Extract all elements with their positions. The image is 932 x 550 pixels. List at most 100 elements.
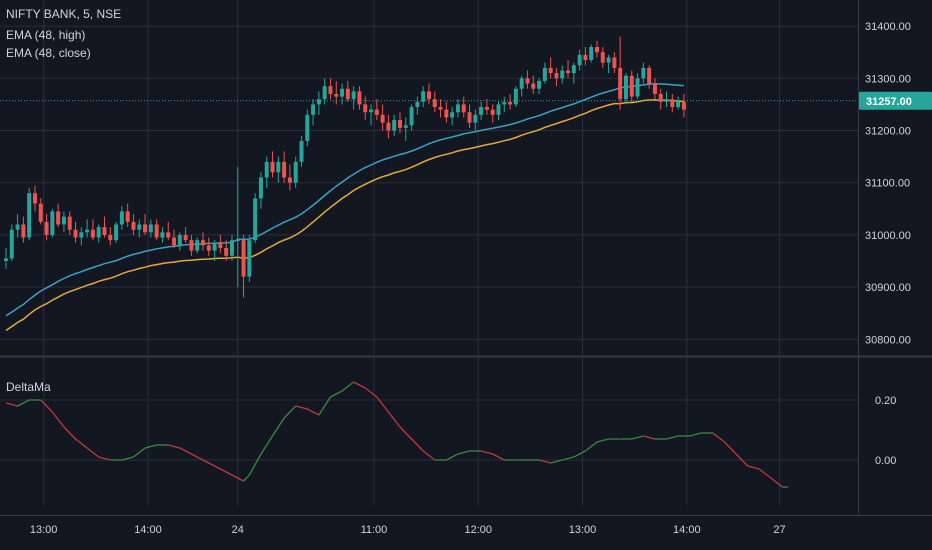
candle-body[interactable] bbox=[467, 112, 472, 123]
candle-body[interactable] bbox=[287, 177, 292, 183]
candle-body[interactable] bbox=[328, 86, 333, 94]
candle-body[interactable] bbox=[374, 109, 379, 115]
candle-body[interactable] bbox=[426, 91, 431, 100]
candle-body[interactable] bbox=[212, 242, 217, 251]
candle-body[interactable] bbox=[548, 67, 553, 74]
candle-body[interactable] bbox=[9, 229, 14, 259]
candle-body[interactable] bbox=[172, 237, 177, 246]
candle-body[interactable] bbox=[334, 93, 339, 97]
candle-body[interactable] bbox=[15, 224, 20, 230]
candle-body[interactable] bbox=[73, 229, 78, 238]
candle-body[interactable] bbox=[502, 101, 507, 105]
candle-body[interactable] bbox=[652, 83, 657, 94]
candle-body[interactable] bbox=[600, 52, 605, 63]
candle-body[interactable] bbox=[577, 54, 582, 66]
candle-body[interactable] bbox=[519, 78, 524, 89]
candle-body[interactable] bbox=[229, 240, 234, 256]
candle-body[interactable] bbox=[206, 245, 211, 251]
candle-body[interactable] bbox=[102, 227, 107, 235]
ema-high-legend[interactable]: EMA (48, high) bbox=[6, 28, 86, 42]
candle-body[interactable] bbox=[125, 211, 130, 222]
candle-body[interactable] bbox=[224, 247, 229, 256]
candle-body[interactable] bbox=[554, 73, 559, 79]
candle-body[interactable] bbox=[398, 120, 402, 128]
candle-body[interactable] bbox=[85, 229, 90, 233]
candle-body[interactable] bbox=[276, 161, 281, 173]
candle-body[interactable] bbox=[461, 104, 466, 113]
candle-body[interactable] bbox=[490, 109, 495, 115]
candle-body[interactable] bbox=[177, 234, 182, 246]
candle-body[interactable] bbox=[363, 104, 368, 113]
candle-body[interactable] bbox=[357, 91, 362, 105]
candle-body[interactable] bbox=[131, 221, 136, 230]
candle-body[interactable] bbox=[612, 57, 617, 68]
candle-body[interactable] bbox=[253, 198, 258, 241]
candle-body[interactable] bbox=[311, 104, 316, 115]
candle-body[interactable] bbox=[403, 125, 408, 128]
candle-body[interactable] bbox=[566, 70, 571, 74]
candle-body[interactable] bbox=[137, 224, 142, 230]
candle-body[interactable] bbox=[531, 83, 536, 89]
candle-body[interactable] bbox=[148, 224, 153, 233]
candle-body[interactable] bbox=[589, 46, 594, 61]
candle-body[interactable] bbox=[50, 211, 55, 235]
candle-body[interactable] bbox=[629, 75, 634, 97]
candle-body[interactable] bbox=[571, 65, 576, 74]
candle-body[interactable] bbox=[647, 67, 652, 84]
candle-body[interactable] bbox=[4, 258, 8, 262]
candle-body[interactable] bbox=[455, 104, 460, 113]
candle-body[interactable] bbox=[618, 67, 623, 100]
candle-body[interactable] bbox=[299, 140, 304, 162]
candle-body[interactable] bbox=[438, 107, 443, 110]
candle-body[interactable] bbox=[386, 122, 391, 131]
candle-body[interactable] bbox=[282, 161, 287, 178]
candle-body[interactable] bbox=[525, 78, 530, 84]
symbol-title[interactable]: NIFTY BANK, 5, NSE bbox=[6, 7, 122, 21]
candle-body[interactable] bbox=[96, 227, 101, 238]
candle-body[interactable] bbox=[421, 91, 426, 102]
candle-body[interactable] bbox=[247, 240, 252, 277]
candle-body[interactable] bbox=[542, 67, 547, 81]
candle-body[interactable] bbox=[154, 224, 159, 238]
candle-body[interactable] bbox=[409, 107, 414, 126]
candle-body[interactable] bbox=[606, 57, 611, 63]
candle-body[interactable] bbox=[119, 211, 124, 225]
candle-body[interactable] bbox=[560, 70, 565, 79]
candle-body[interactable] bbox=[537, 80, 542, 89]
candle-body[interactable] bbox=[681, 101, 686, 110]
candle-body[interactable] bbox=[351, 91, 356, 100]
candle-body[interactable] bbox=[114, 224, 119, 241]
deltama-legend[interactable]: DeltaMa bbox=[6, 380, 51, 394]
candle-body[interactable] bbox=[676, 101, 681, 108]
candle-body[interactable] bbox=[241, 240, 246, 277]
candle-body[interactable] bbox=[56, 211, 61, 225]
candle-body[interactable] bbox=[218, 242, 223, 248]
candle-body[interactable] bbox=[392, 120, 397, 131]
candle-body[interactable] bbox=[201, 240, 205, 246]
candle-body[interactable] bbox=[258, 177, 263, 199]
candle-body[interactable] bbox=[479, 107, 484, 115]
candle-body[interactable] bbox=[38, 203, 43, 222]
candle-body[interactable] bbox=[183, 234, 188, 241]
candle-body[interactable] bbox=[670, 99, 675, 108]
candle-body[interactable] bbox=[316, 99, 321, 105]
candle-body[interactable] bbox=[143, 224, 148, 233]
candle-body[interactable] bbox=[380, 114, 385, 123]
candle-body[interactable] bbox=[635, 78, 640, 97]
candle-body[interactable] bbox=[340, 88, 345, 97]
candle-body[interactable] bbox=[160, 232, 165, 238]
candle-body[interactable] bbox=[595, 46, 599, 53]
candle-body[interactable] bbox=[166, 232, 171, 238]
candle-body[interactable] bbox=[305, 114, 310, 141]
candle-body[interactable] bbox=[432, 99, 437, 108]
candle-body[interactable] bbox=[235, 240, 240, 242]
candle-body[interactable] bbox=[44, 221, 49, 235]
candle-body[interactable] bbox=[293, 161, 298, 183]
candle-body[interactable] bbox=[79, 232, 84, 238]
candle-body[interactable] bbox=[583, 54, 588, 61]
candle-body[interactable] bbox=[21, 224, 26, 238]
candle-body[interactable] bbox=[496, 104, 501, 115]
candle-body[interactable] bbox=[195, 240, 200, 251]
ema-close-legend[interactable]: EMA (48, close) bbox=[6, 46, 91, 60]
candle-body[interactable] bbox=[32, 193, 37, 204]
